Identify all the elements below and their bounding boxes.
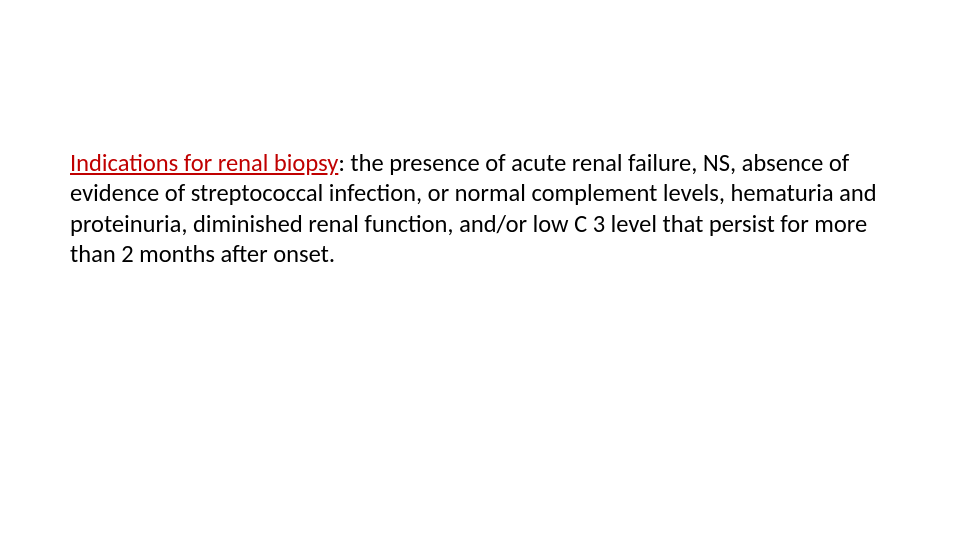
slide-text-block: Indications for renal biopsy: the presen… bbox=[70, 148, 912, 270]
slide-heading: Indications for renal biopsy bbox=[70, 148, 338, 178]
